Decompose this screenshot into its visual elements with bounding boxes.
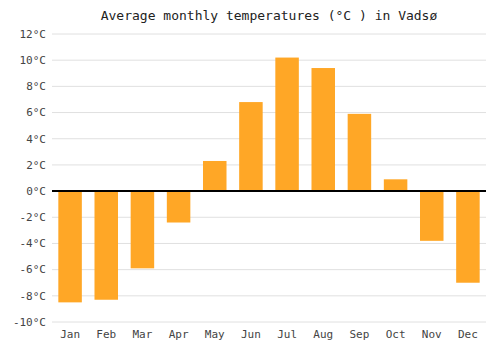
y-tick-label: 6°C xyxy=(26,106,46,119)
y-tick-label: -2°C xyxy=(20,211,47,224)
bar xyxy=(311,68,335,191)
x-tick-label: Oct xyxy=(386,328,406,341)
y-tick-label: 4°C xyxy=(26,133,46,146)
y-tick-label: -6°C xyxy=(20,263,47,276)
x-axis: Jan Feb Mar Apr May Jun Jul Aug Sep Oct Nov Dec xyxy=(60,328,478,341)
bars xyxy=(52,58,486,303)
x-tick-label: Apr xyxy=(169,328,189,341)
grid-line xyxy=(52,138,486,139)
grid-line xyxy=(52,60,486,61)
x-tick-label: Sep xyxy=(349,328,369,341)
y-tick-label: 0°C xyxy=(26,185,46,198)
grid-line xyxy=(52,322,486,323)
bar xyxy=(275,58,299,192)
baseline xyxy=(52,190,486,192)
bar xyxy=(420,191,444,241)
bar xyxy=(167,191,191,222)
bar xyxy=(348,114,372,191)
y-axis: -10°C -8°C -6°C -4°C -2°C 0°C 2°C 4°C 6°C 8°C 10°C… xyxy=(13,28,46,329)
y-tick-label: 12°C xyxy=(20,28,47,41)
bar xyxy=(131,191,155,268)
grid-line xyxy=(52,191,486,192)
bar xyxy=(94,191,118,300)
bar xyxy=(384,179,408,191)
y-tick-label: -10°C xyxy=(13,316,46,329)
x-tick-label: Jul xyxy=(277,328,297,341)
x-tick-label: Aug xyxy=(313,328,333,341)
grid-line xyxy=(52,86,486,87)
grid-line xyxy=(52,112,486,113)
bar xyxy=(456,191,480,283)
chart-container: Average monthly temperatures (°C ) in Va… xyxy=(0,0,500,350)
grid xyxy=(52,34,486,322)
x-tick-label: Mar xyxy=(132,328,152,341)
chart: Average monthly temperatures (°C ) in Va… xyxy=(0,0,500,350)
grid-line xyxy=(52,34,486,35)
x-tick-label: Jun xyxy=(241,328,261,341)
y-tick-label: 10°C xyxy=(20,54,47,67)
y-tick-label: -4°C xyxy=(20,237,47,250)
x-tick-label: Jan xyxy=(60,328,80,341)
y-tick-label: 2°C xyxy=(26,159,46,172)
grid-line xyxy=(52,164,486,165)
y-tick-label: -8°C xyxy=(20,290,47,303)
x-tick-label: Nov xyxy=(422,328,442,341)
bar xyxy=(203,161,227,191)
x-tick-label: May xyxy=(205,328,225,341)
title: Average monthly temperatures (°C ) in Va… xyxy=(101,8,438,23)
y-tick-label: 8°C xyxy=(26,80,46,93)
x-tick-label: Dec xyxy=(458,328,478,341)
bar xyxy=(58,191,82,302)
bar xyxy=(239,102,263,191)
x-tick-label: Feb xyxy=(96,328,116,341)
